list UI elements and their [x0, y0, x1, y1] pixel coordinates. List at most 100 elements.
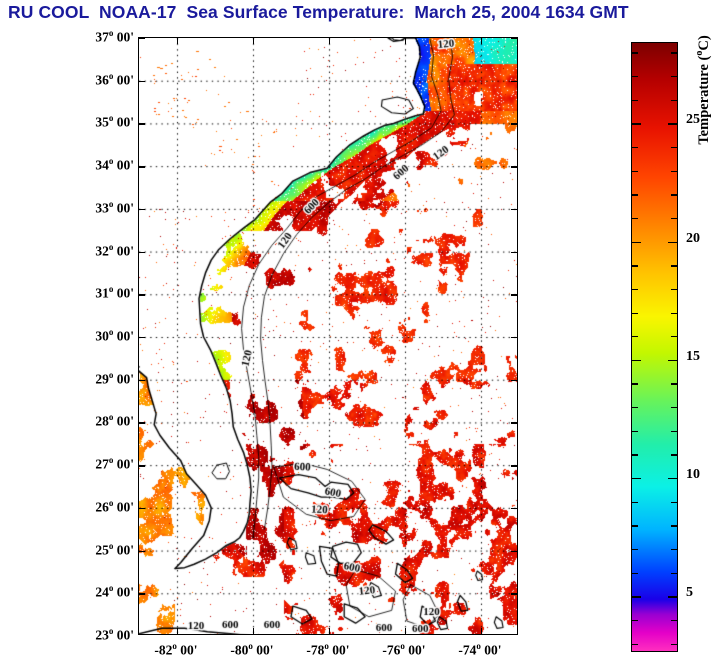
latitude-tick-label: 28o 00' [62, 412, 134, 430]
colorbar-major-tick [632, 596, 641, 598]
lat-degrees: 31 [95, 285, 109, 301]
colorbar-title-tail: C) [695, 35, 712, 51]
latitude-tick-mark [511, 208, 517, 211]
latitude-tick-label: 29o 00' [62, 370, 134, 388]
colorbar-minor-tick [632, 407, 638, 409]
lon-minutes: 00' [332, 642, 350, 658]
degree-symbol: o [108, 28, 114, 38]
latitude-tick-mark [139, 123, 145, 125]
degree-symbol: o [248, 641, 253, 651]
longitude-tick-label: -80o 00' [207, 641, 297, 659]
latitude-tick-mark [511, 38, 517, 40]
lat-degrees: 34 [95, 157, 109, 173]
longitude-tick-mark [329, 38, 331, 44]
latitude-tick-label: 35o 00' [62, 113, 134, 131]
degree-symbol: o [108, 284, 114, 295]
degree-symbol: o [108, 540, 114, 551]
colorbar-minor-tick [632, 170, 638, 172]
lat-minutes: 00' [116, 542, 134, 558]
degree-symbol: o [108, 497, 114, 508]
longitude-tick-mark [481, 628, 483, 634]
longitude-tick-label: -82o 00' [131, 641, 221, 659]
lat-minutes: 00' [116, 29, 134, 45]
temperature-colorbar[interactable] [631, 42, 678, 652]
colorbar-minor-tick [632, 501, 638, 503]
colorbar-minor-tick [632, 572, 638, 574]
lat-minutes: 00' [116, 499, 134, 515]
latitude-tick-mark [139, 379, 145, 382]
colorbar-minor-tick [632, 619, 638, 622]
colorbar-minor-tick [632, 312, 638, 314]
sst-map-plot[interactable] [138, 37, 518, 635]
latitude-tick-mark [511, 422, 517, 424]
colorbar-major-tick [668, 596, 677, 598]
latitude-tick-label: 34o 00' [62, 156, 134, 174]
colorbar-major-tick [632, 241, 641, 243]
colorbar-minor-tick [632, 548, 638, 551]
degree-symbol: o [108, 583, 114, 594]
lat-degrees: 37 [95, 29, 109, 45]
lat-minutes: 00' [116, 285, 134, 301]
colorbar-minor-tick [671, 194, 677, 196]
colorbar-minor-tick [632, 454, 638, 456]
colorbar-minor-tick [671, 383, 677, 385]
colorbar-major-tick [668, 478, 677, 480]
colorbar-minor-tick [632, 99, 638, 102]
lon-minutes: 00' [484, 642, 502, 658]
degree-symbol: o [108, 369, 114, 380]
lat-minutes: 00' [116, 371, 134, 387]
latitude-tick-mark [139, 550, 145, 552]
colorbar-minor-tick [671, 525, 677, 527]
latitude-tick-mark [511, 251, 517, 253]
latitude-tick-label: 27o 00' [62, 455, 134, 473]
colorbar-minor-tick [671, 288, 677, 291]
latitude-axis: 37o 00' 36o 00' 35o 00' 34o 00' 33o 00' 32o 0… [54, 28, 134, 643]
lat-degrees: 30 [95, 328, 109, 344]
latitude-tick-mark [511, 337, 517, 339]
latitude-tick-label: 36o 00' [62, 71, 134, 89]
lon-minutes: 00' [256, 642, 274, 658]
latitude-tick-label: 32o 00' [62, 242, 134, 260]
colorbar-minor-tick [671, 170, 677, 172]
latitude-tick-label: 24o 00' [62, 583, 134, 601]
colorbar-minor-tick [671, 336, 677, 338]
colorbar-tick-label: 25 [686, 112, 700, 128]
latitude-tick-mark [511, 507, 517, 510]
latitude-tick-mark [139, 80, 145, 83]
colorbar-minor-tick [632, 288, 638, 291]
lon-minutes: 00' [180, 642, 198, 658]
latitude-tick-label: 23o 00' [62, 626, 134, 644]
colorbar-minor-tick [671, 643, 677, 645]
longitude-axis: -82o 00' -80o 00' -78o 00' -76o 00' -74o 00' [138, 641, 518, 665]
degree-symbol: o [108, 156, 114, 167]
lat-degrees: 32 [95, 243, 109, 259]
degree-symbol: o [108, 241, 114, 252]
colorbar-major-tick [632, 359, 641, 362]
colorbar-minor-tick [671, 572, 677, 574]
latitude-tick-mark [511, 550, 517, 552]
latitude-tick-label: 30o 00' [62, 327, 134, 345]
lat-minutes: 00' [116, 114, 134, 130]
colorbar-minor-tick [632, 525, 638, 527]
degree-symbol: o [108, 198, 114, 209]
colorbar-minor-tick [671, 548, 677, 551]
colorbar-minor-tick [632, 52, 638, 54]
colorbar-minor-tick [632, 643, 638, 645]
colorbar-minor-tick [632, 147, 638, 149]
colorbar-minor-tick [671, 430, 677, 433]
degree-symbol: o [108, 113, 114, 124]
degree-symbol: o [476, 641, 481, 651]
colorbar-minor-tick [671, 147, 677, 149]
lat-degrees: 24 [95, 584, 109, 600]
page-title: RU COOL NOAA-17 Sea Surface Temperature:… [8, 2, 629, 22]
lon-degrees: -82 [154, 642, 173, 658]
lon-minutes: 00' [408, 642, 426, 658]
colorbar-major-tick [668, 241, 677, 243]
lat-degrees: 36 [95, 72, 109, 88]
longitude-tick-mark [177, 628, 179, 634]
colorbar-minor-tick [632, 217, 638, 220]
degree-symbol: o [172, 641, 177, 651]
degree-symbol: o [108, 70, 114, 81]
colorbar-minor-tick [671, 501, 677, 503]
degree-symbol: o [400, 641, 405, 651]
